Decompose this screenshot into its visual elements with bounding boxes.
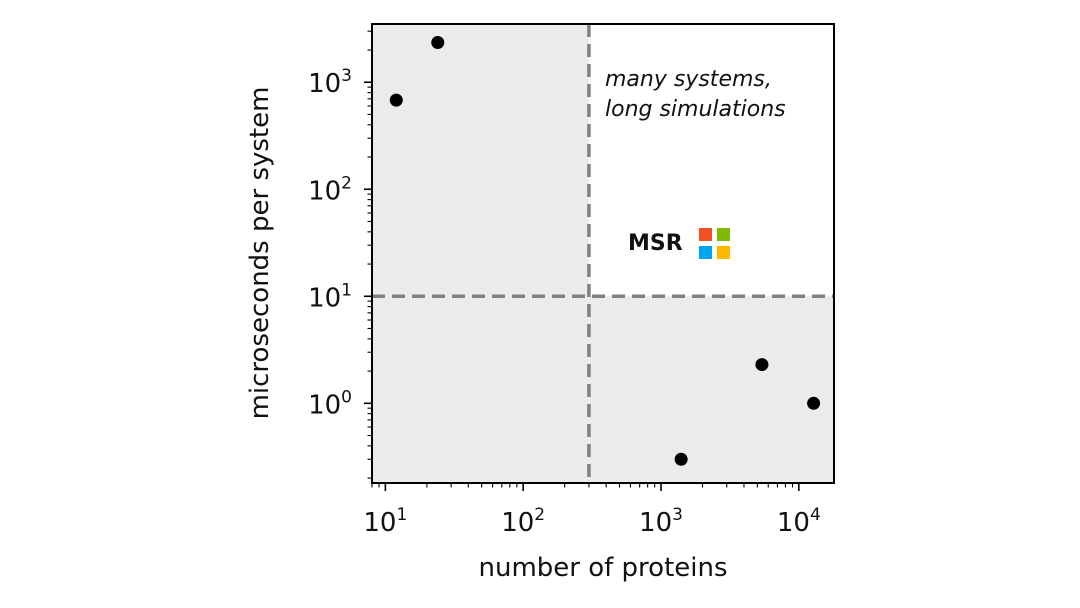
- threshold-lines: [372, 24, 834, 483]
- y-tick-label: 100: [308, 387, 352, 420]
- y-axis-label: microseconds per system: [245, 87, 275, 420]
- logo-square-blue: [699, 246, 712, 259]
- data-points: [389, 36, 821, 466]
- logo-square-red: [699, 228, 712, 241]
- x-axis-label: number of proteins: [478, 553, 727, 583]
- data-point: [755, 358, 769, 372]
- plot-frame: [371, 23, 835, 484]
- msr-logo: MSR: [628, 228, 730, 259]
- plot-border: [371, 23, 835, 484]
- annotation-line-2: long simulations: [605, 97, 786, 122]
- data-point: [431, 36, 445, 50]
- logo-text: MSR: [628, 231, 683, 256]
- logo-square-yellow: [717, 246, 730, 259]
- shade-left-region: [372, 24, 589, 483]
- y-tick-label: 102: [308, 173, 352, 206]
- x-tick-label: 101: [363, 505, 407, 538]
- data-point: [389, 93, 403, 107]
- axis-ticks: 101 102 103 104 100 101 102 103: [308, 30, 821, 538]
- shade-bottom-right-region: [588, 296, 834, 483]
- data-point: [807, 396, 821, 410]
- logo-square-green: [717, 228, 730, 241]
- data-point: [674, 452, 688, 466]
- x-tick-label: 102: [501, 505, 545, 538]
- y-tick-label: 103: [308, 66, 352, 99]
- x-tick-label: 104: [777, 505, 821, 538]
- shaded-regions: [372, 24, 834, 483]
- y-tick-label: 101: [308, 280, 352, 313]
- annotation-line-1: many systems,: [605, 67, 772, 92]
- x-tick-label: 103: [639, 505, 683, 538]
